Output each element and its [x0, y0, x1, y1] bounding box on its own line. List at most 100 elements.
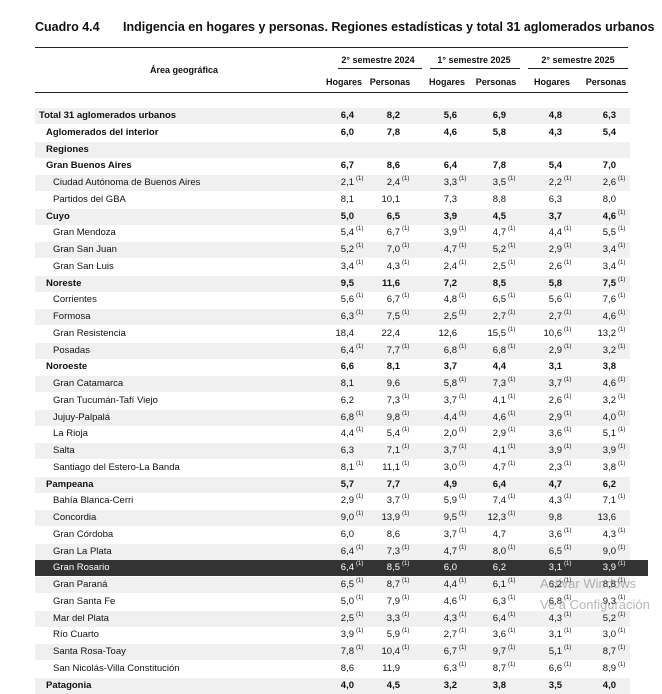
cell-value: 2,2: [548, 177, 562, 188]
cell-note: (1): [356, 645, 364, 651]
table-row: Aglomerados del interior 6,0 7,8 4,6 5,8 4,3 5…: [35, 125, 630, 141]
cell-value: 5,6: [548, 294, 562, 306]
row-label: Salta: [53, 445, 75, 456]
cell-value: 5,1: [548, 646, 562, 657]
cell-value: 8,9: [602, 662, 616, 674]
cell-note: (1): [459, 628, 467, 635]
cell-value: 3,1: [548, 562, 562, 574]
cell-value: 5,9: [386, 629, 400, 641]
table-row: Santiago del Estero-La Banda 8,1 (1) 11,1 (1…: [35, 460, 630, 476]
cell-value: 5,2: [602, 612, 616, 624]
row-label: Gran Paraná: [53, 579, 108, 590]
cell-value: 8,8: [492, 193, 506, 205]
cell-note: (1): [459, 377, 467, 383]
cell-value: 7,0: [386, 244, 400, 255]
cell-value: 3,7: [548, 210, 562, 222]
cell-value: 4,0: [602, 411, 616, 423]
cell-value: 6,7: [386, 227, 400, 239]
cell-value: 4,7: [492, 528, 506, 540]
table-row: Cuyo 5,0 6,5 3,9 4,5 3,7 4,6 (1): [35, 208, 630, 225]
cell-value: 5,5: [602, 227, 616, 239]
cell-value: 11,1: [382, 461, 400, 473]
cell-note: (1): [564, 444, 572, 450]
cell-value: 3,0: [602, 629, 616, 641]
cell-note: (1): [402, 544, 410, 551]
cell-value: 5,2: [340, 244, 354, 255]
cell-value: 12,3: [487, 512, 507, 523]
cell-note: (1): [459, 527, 467, 534]
table-row: Gran Buenos Aires 6,7 8,6 6,4 7,8 5,4 7,0: [35, 158, 630, 174]
cell-value: 4,1: [492, 394, 506, 406]
cell-value: 7,7: [386, 478, 400, 490]
row-label: Gran San Juan: [53, 244, 117, 255]
cell-note: (1): [618, 494, 626, 501]
cell-value: 2,9: [548, 411, 562, 423]
table-row: Ciudad Autónoma de Buenos Aires 2,1 (1) 2,4…: [35, 175, 630, 191]
cell-value: 4,4: [548, 227, 562, 239]
cell-note: (1): [402, 511, 410, 517]
cell-note: (1): [459, 393, 467, 400]
cell-note: (1): [356, 494, 364, 501]
cell-note: (1): [508, 326, 516, 333]
cell-note: (1): [564, 628, 572, 635]
cell-value: 3,8: [602, 461, 616, 473]
cell-value: 3,5: [548, 679, 562, 691]
cell-value: 3,5: [492, 177, 506, 188]
column-header: Hogares: [325, 77, 363, 87]
cell-note: (1): [402, 561, 410, 568]
cell-note: (1): [356, 343, 364, 350]
cell-note: (1): [618, 427, 626, 434]
cell-value: 6,7: [340, 160, 354, 172]
cell-note: (1): [402, 176, 410, 182]
cell-value: 4,5: [492, 210, 506, 222]
cell-value: 3,9: [443, 210, 457, 222]
cell-value: 8,7: [492, 662, 506, 674]
cell-value: 3,6: [492, 629, 506, 641]
cell-value: 6,5: [340, 579, 354, 590]
cell-note: (1): [402, 226, 410, 233]
cell-value: 7,7: [386, 344, 400, 356]
cell-note: (1): [564, 259, 572, 266]
cell-value: 6,4: [492, 612, 506, 624]
cell-value: 5,8: [492, 126, 506, 138]
cell-value: 3,6: [548, 528, 562, 540]
cell-value: 6,5: [386, 210, 400, 222]
cell-value: 8,1: [386, 361, 400, 373]
cell-note: (1): [508, 377, 516, 383]
cell-note: (1): [459, 578, 467, 584]
cell-value: 8,6: [386, 160, 400, 172]
cell-value: 6,3: [492, 595, 506, 607]
cell-note: (1): [564, 427, 572, 434]
cell-note: (1): [508, 661, 516, 668]
cell-value: 9,7: [492, 646, 506, 657]
cell-value: 6,8: [340, 411, 354, 423]
cell-value: 6,6: [548, 662, 562, 674]
cell-value: 4,4: [443, 579, 457, 590]
cell-value: 2,9: [340, 495, 354, 507]
cell-value: 7,5: [386, 311, 400, 322]
cell-note: (1): [564, 243, 572, 249]
cell-value: 4,8: [548, 110, 562, 121]
cell-value: 2,7: [548, 311, 562, 322]
cell-value: 5,8: [548, 277, 562, 289]
cell-value: 4,5: [386, 679, 400, 691]
area-header: Área geográfica: [149, 65, 219, 75]
cell-value: 6,8: [443, 344, 457, 356]
cell-value: 6,3: [340, 311, 354, 322]
cell-note: (1): [402, 578, 410, 584]
cell-value: 3,0: [443, 461, 457, 473]
row-label: La Rioja: [53, 428, 88, 440]
cell-value: 4,3: [602, 528, 616, 540]
cell-note: (1): [508, 176, 516, 182]
cell-value: 8,7: [386, 579, 400, 590]
cell-note: (1): [459, 293, 467, 300]
row-label: Aglomerados del interior: [46, 126, 159, 138]
cell-value: 4,1: [492, 445, 506, 456]
cell-value: 3,4: [340, 260, 354, 272]
cell-value: 4,4: [492, 361, 506, 373]
cell-value: 3,3: [386, 612, 400, 624]
cell-note: (1): [508, 343, 516, 350]
cell-note: (1): [356, 243, 364, 249]
cell-value: 6,5: [492, 294, 506, 306]
column-header: Personas: [369, 77, 411, 87]
